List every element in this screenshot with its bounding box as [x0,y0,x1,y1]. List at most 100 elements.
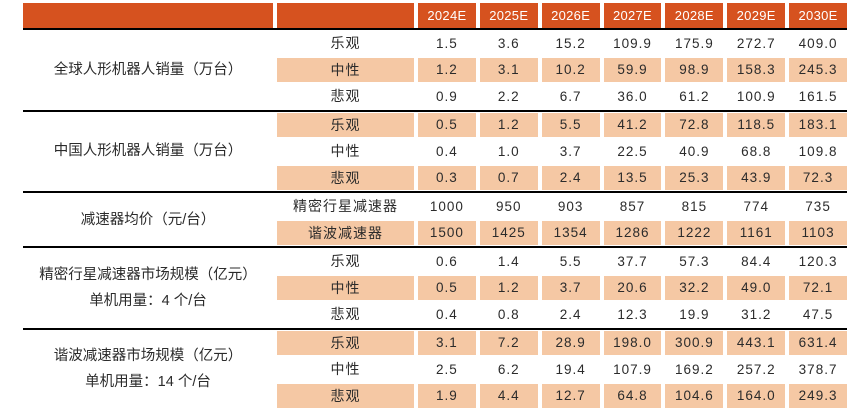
category-label-line: 谐波减速器市场规模（亿元） [53,348,243,365]
value-cell: 40.9 [679,143,710,159]
scenario-cell: 悲观 [277,164,414,191]
scenario-cell: 悲观 [330,306,361,323]
year-header-cell: 2030E [789,3,847,28]
scenario-cell: 中性 [277,56,414,83]
category-label-line: 精密行星减速器市场规模（亿元） [39,266,257,283]
value-cell: 61.2 [679,88,710,104]
value-cell: 32.2 [665,274,724,301]
year-header-cell: 2026E [541,3,600,28]
value-cell: 175.9 [674,35,714,51]
value-cell: 64.8 [603,382,662,409]
value-cell: 169.2 [674,361,714,377]
year-header-cell: 2024E [418,3,476,28]
value-cell: 409.0 [798,35,838,51]
value-cell: 49.0 [727,274,786,301]
category-label-line: 减速器均价（元/台） [80,211,216,228]
scenario-cell: 谐波减速器 [277,219,414,246]
value-cell: 272.7 [736,35,776,51]
value-cell: 1.0 [497,143,520,159]
scenario-cell: 乐观 [277,111,414,138]
year-header-cell: 2027E [603,3,662,28]
category-label-line: 单机用量：14 个/台 [85,374,211,391]
value-cell: 2.4 [559,306,582,322]
group-divider [23,327,847,330]
value-cell: 249.3 [789,382,847,409]
value-cell: 43.9 [727,164,786,191]
scenario-cell: 中性 [330,361,361,378]
value-cell: 1.2 [418,56,476,83]
value-cell: 0.7 [479,164,538,191]
value-cell: 4.4 [479,382,538,409]
value-cell: 3.1 [479,56,538,83]
value-cell: 0.8 [497,306,520,322]
value-cell: 10.2 [541,56,600,83]
value-cell: 300.9 [665,329,724,356]
group-divider [23,246,847,248]
year-header-cell: 2028E [665,3,724,28]
value-cell: 36.0 [617,88,648,104]
value-cell: 72.3 [789,164,847,191]
value-cell: 3.1 [418,329,476,356]
category-cell: 谐波减速器市场规模（亿元） 单机用量：14 个/台 [23,330,273,409]
category-label-line: 单机用量：4 个/台 [89,292,207,309]
year-header-cell: 2025E [479,3,538,28]
forecast-table: 2024E 2025E 2026E 2027E 2028E 2029E 2030E 全球人形… [23,3,847,409]
value-cell: 20.6 [603,274,662,301]
category-cell: 精密行星减速器市场规模（亿元） 单机用量：4 个/台 [23,248,273,328]
value-cell: 1103 [789,219,847,246]
scenario-cell: 精密行星减速器 [293,198,398,215]
header-cell-empty-category [23,3,273,28]
value-cell: 2.5 [436,361,458,377]
value-cell: 903 [557,198,584,214]
value-cell: 0.5 [418,111,476,138]
table-group: 精密行星减速器市场规模（亿元） 单机用量：4 个/台 乐观 0.6 1.4 5.5 37.7… [23,248,847,328]
value-cell: 1161 [727,219,786,246]
value-cell: 2.4 [541,164,600,191]
value-cell: 1286 [603,219,662,246]
table-group: 中国人形机器人销量（万台） 乐观 0.5 1.2 5.5 41.2 72.8 118.5 183… [23,111,847,192]
category-label-line: 中国人形机器人销量（万台） [53,143,243,160]
value-cell: 107.9 [613,361,652,377]
value-cell: 3.7 [541,274,600,301]
value-cell: 22.5 [617,143,648,159]
scenario-cell: 乐观 [330,35,361,52]
value-cell: 19.4 [555,361,586,377]
category-cell: 减速器均价（元/台） [23,193,273,246]
scenario-cell: 悲观 [330,88,361,105]
value-cell: 378.7 [798,361,838,377]
value-cell: 3.6 [497,35,520,51]
value-cell: 6.2 [497,361,520,377]
value-cell: 1.2 [479,274,538,301]
value-cell: 98.9 [665,56,724,83]
value-cell: 68.8 [741,143,772,159]
scenario-cell: 中性 [277,274,414,301]
scenario-cell: 乐观 [277,329,414,356]
value-cell: 7.2 [479,329,538,356]
value-cell: 0.5 [418,274,476,301]
value-cell: 1.5 [436,35,458,51]
value-cell: 0.4 [436,143,458,159]
value-cell: 0.9 [436,88,458,104]
value-cell: 857 [619,198,646,214]
value-cell: 41.2 [603,111,662,138]
value-cell: 12.7 [541,382,600,409]
value-cell: 12.3 [617,306,648,322]
value-cell: 245.3 [789,56,847,83]
value-cell: 118.5 [727,111,786,138]
value-cell: 72.1 [789,274,847,301]
value-cell: 104.6 [665,382,724,409]
category-cell: 中国人形机器人销量（万台） [23,112,273,192]
value-cell: 1.2 [479,111,538,138]
value-cell: 57.3 [679,253,710,269]
value-cell: 5.5 [559,253,582,269]
value-cell: 120.3 [798,253,838,269]
scenario-cell: 乐观 [330,253,361,270]
group-divider [23,191,847,193]
value-cell: 5.5 [541,111,600,138]
value-cell: 84.4 [741,253,772,269]
value-cell: 164.0 [727,382,786,409]
value-cell: 1.4 [497,253,520,269]
value-cell: 47.5 [802,306,834,322]
scenario-cell: 中性 [330,143,361,160]
